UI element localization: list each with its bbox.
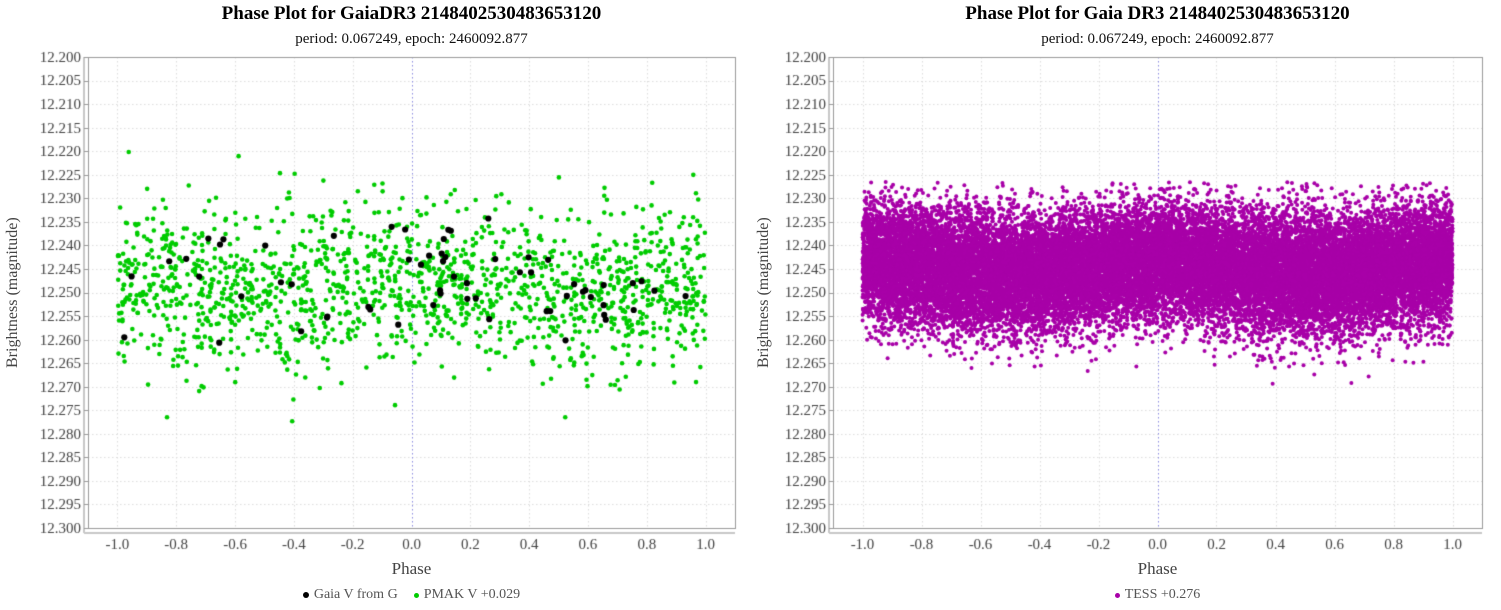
right-phase-plot-canvas [751,0,1501,610]
right-x-axis-label: Phase [1137,559,1178,578]
left-phase-plot-canvas [0,0,750,610]
left-y-axis-label: Brightness (magnitude) [4,217,21,368]
left-legend: Gaia V from G PMAK V +0.029 [88,587,735,603]
left-plot-subtitle: period: 0.067249, epoch: 2460092.877 [295,31,528,47]
pmak-v-marker-icon [413,592,419,598]
tess-marker-icon [1114,592,1120,598]
legend-label-tess: TESS +0.276 [1124,587,1201,602]
legend-item-pmak-v: PMAK V +0.029 [413,587,521,603]
right-y-axis-label: Brightness (magnitude) [755,217,772,368]
left-phase-plot-panel: Phase Plot for GaiaDR3 21484025304836531… [0,0,750,610]
legend-label-pmak-v: PMAK V +0.029 [423,587,521,602]
legend-item-gaia-v: Gaia V from G [302,587,398,603]
left-plot-title: Phase Plot for GaiaDR3 21484025304836531… [221,3,602,24]
right-legend: TESS +0.276 [833,587,1482,603]
right-plot-title: Phase Plot for Gaia DR3 2148402530483653… [965,3,1350,24]
right-phase-plot-panel: Phase Plot for Gaia DR3 2148402530483653… [751,0,1501,610]
legend-label-gaia-v: Gaia V from G [313,587,398,602]
gaia-v-marker-icon [302,592,309,598]
right-plot-subtitle: period: 0.067249, epoch: 2460092.877 [1041,31,1274,47]
left-x-axis-label: Phase [391,559,432,578]
legend-item-tess: TESS +0.276 [1114,587,1201,603]
